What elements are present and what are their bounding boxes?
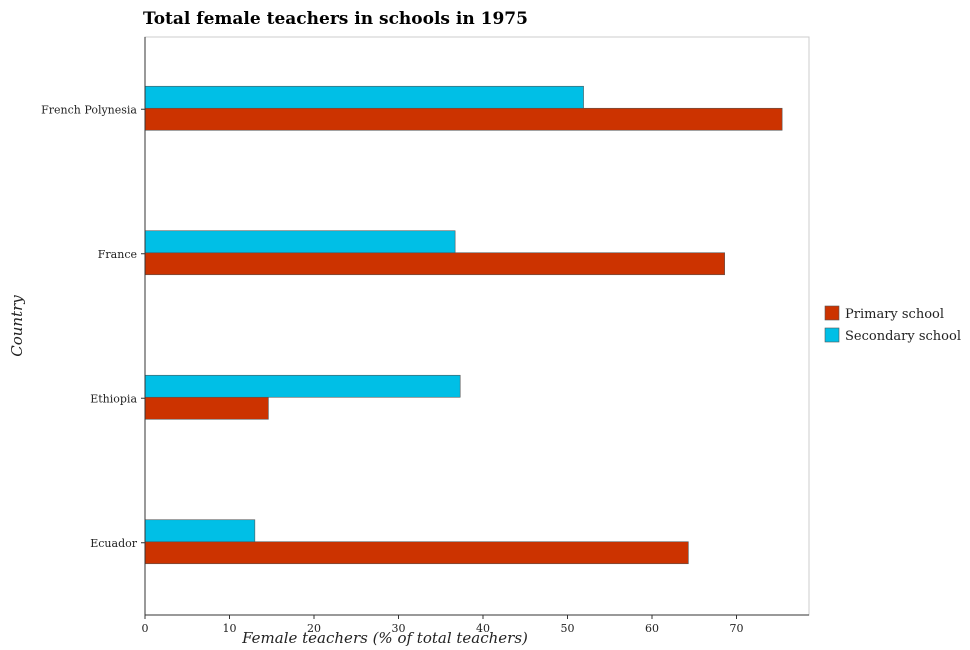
plot-area: [144, 36, 810, 616]
x-tick-label: 40: [476, 622, 490, 635]
legend-swatch-primary-school: [824, 305, 840, 321]
bars-group: [144, 85, 783, 565]
x-tick-label: 20: [307, 622, 321, 635]
y-tick-label: France: [98, 248, 137, 261]
x-tick-label: 0: [142, 622, 149, 635]
legend: Primary school Secondary school: [824, 305, 961, 344]
bar-primary-school-french-polynesia: [144, 107, 783, 131]
y-tick-label: Ethiopia: [90, 392, 137, 405]
x-tick-label: 60: [645, 622, 659, 635]
bar-secondary-school-ethiopia: [144, 374, 461, 398]
x-axis: 0 10 20 30 40 50 60 70: [142, 614, 809, 635]
bar-secondary-school-france: [144, 230, 456, 254]
bar-primary-school-france: [144, 252, 725, 276]
x-tick-label: 50: [561, 622, 575, 635]
bar-secondary-school-ecuador: [144, 519, 256, 543]
bar-secondary-school-french-polynesia: [144, 85, 584, 109]
y-tick-label: French Polynesia: [41, 103, 137, 116]
legend-label-primary-school: Primary school: [845, 307, 944, 322]
x-tick-label: 30: [392, 622, 406, 635]
bar-primary-school-ecuador: [144, 541, 689, 565]
chart-title: Total female teachers in schools in 1975: [143, 9, 528, 29]
y-axis-label: Country: [8, 295, 26, 357]
y-axis: Ecuador Ethiopia France French Polynesia: [41, 37, 146, 615]
x-tick-label: 10: [223, 622, 237, 635]
legend-label-secondary-school: Secondary school: [845, 329, 961, 344]
bar-primary-school-ethiopia: [144, 396, 269, 420]
y-tick-label: Ecuador: [90, 537, 137, 550]
x-axis-label: Female teachers (% of total teachers): [241, 629, 528, 647]
x-tick-label: 70: [730, 622, 744, 635]
legend-swatch-secondary-school: [824, 327, 840, 343]
